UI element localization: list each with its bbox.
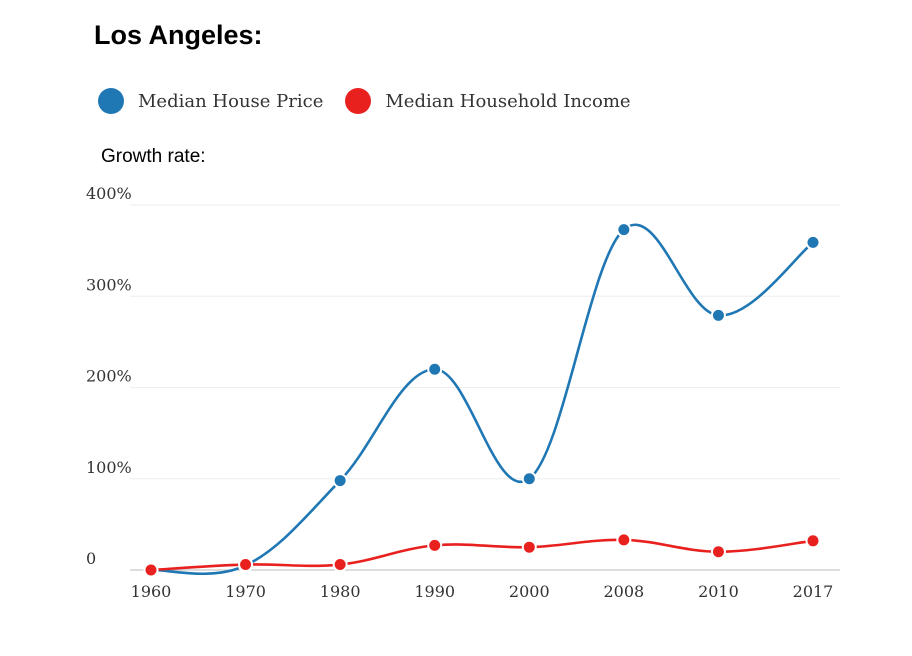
data-point-median-household-income [710,544,726,560]
x-tick-label: 2008 [603,582,644,601]
series-line-median-household-income [150,538,814,572]
y-tick-label: 200% [86,367,132,386]
legend-marker-house-price [98,88,124,114]
x-tick-label: 2010 [698,582,739,601]
data-point-median-household-income [616,532,632,548]
data-point-median-household-income [238,557,254,573]
y-tick-label: 0 [86,549,96,568]
data-point-median-house-price [710,307,726,323]
data-point-median-house-price [427,361,443,377]
data-point-median-household-income [427,537,443,553]
x-tick-label: 2017 [793,582,834,601]
data-point-median-household-income [143,562,159,578]
data-point-median-house-price [521,471,537,487]
x-tick-label: 1960 [131,582,172,601]
legend-label-house-price: Median House Price [138,90,324,112]
series-line-median-house-price [150,223,814,576]
x-tick-label: 2000 [509,582,550,601]
data-point-median-household-income [332,557,348,573]
data-point-median-household-income [805,533,821,549]
chart-subtitle: Growth rate: [101,146,206,167]
x-tick-label: 1970 [225,582,266,601]
legend-label-household-income: Median Household Income [385,90,631,112]
y-tick-label: 300% [86,275,132,294]
y-tick-label: 400% [86,184,132,203]
x-tick-label: 1990 [414,582,455,601]
data-point-median-house-price [616,222,632,238]
legend-item-house-price: Median House Price [98,88,323,114]
data-point-median-house-price [332,473,348,489]
x-tick-label: 1980 [320,582,361,601]
legend-marker-household-income [345,88,372,114]
data-point-median-house-price [805,234,821,250]
legend-item-household-income: Median Household Income [345,88,631,114]
y-tick-label: 100% [86,458,132,477]
legend: Median House Price Median Household Inco… [98,88,653,114]
chart-title: Los Angeles: [94,20,263,50]
data-point-median-household-income [521,539,537,555]
